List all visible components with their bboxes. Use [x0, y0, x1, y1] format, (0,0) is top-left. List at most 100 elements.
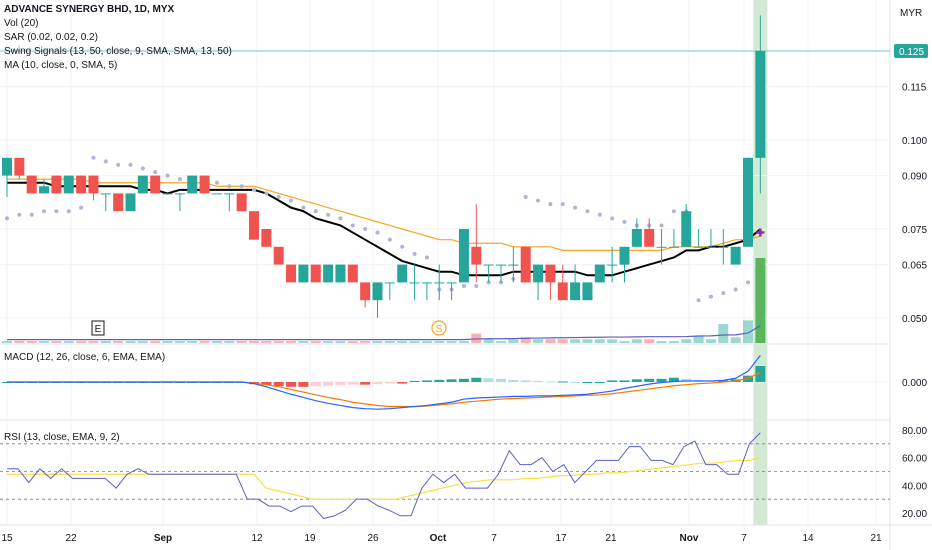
candle-body [533, 264, 544, 283]
chart-legend: ADVANCE SYNERGY BHD, 1D, MYX Vol (20) SA… [4, 3, 232, 73]
candle-body [273, 246, 284, 265]
volume-bar [434, 341, 445, 343]
sar-dot [400, 244, 405, 249]
candle-body [397, 264, 408, 283]
candle-body [755, 51, 766, 158]
volume-bar [619, 341, 630, 343]
price-tick-label: 0.050 [902, 314, 927, 325]
volume-bar [100, 341, 111, 343]
volume-bar [508, 339, 519, 343]
candle-body [14, 157, 25, 176]
candle-body [236, 193, 247, 212]
macd-histogram-bar [545, 381, 556, 383]
last-price-tag [894, 44, 928, 58]
time-tick-label: 22 [65, 533, 77, 544]
macd-legend[interactable]: MACD (12, 26, close, 6, EMA, EMA) [4, 352, 166, 363]
candle-body [496, 264, 506, 266]
sar-dot [585, 209, 590, 214]
sar-dot [573, 205, 578, 210]
sar-dot [424, 255, 429, 260]
rsi-line [7, 432, 761, 520]
volume-bar [421, 341, 432, 343]
time-tick-label: Nov [680, 533, 699, 544]
volume-bar [323, 341, 334, 343]
sar-dot [116, 162, 121, 167]
volume-bar [298, 341, 309, 343]
sar-dot [29, 212, 34, 217]
volume-bar [174, 341, 185, 343]
macd-histogram-bar [335, 382, 346, 386]
sar-dot [252, 187, 256, 192]
candle-body [211, 193, 222, 195]
macd-histogram-bar [471, 377, 482, 382]
candle-body [681, 211, 692, 247]
rsi-legend[interactable]: RSI (13, close, EMA, 9, 2) [4, 432, 120, 443]
macd-histogram-bar [631, 379, 642, 382]
swing-signal-marker [756, 228, 765, 237]
earnings-marker-label: E [95, 324, 102, 335]
volume-bar [656, 341, 667, 343]
volume-bar [483, 339, 494, 343]
price-tick-label: 0.090 [902, 172, 927, 183]
macd-histogram-bar [582, 382, 593, 383]
sar-dot [733, 287, 738, 292]
volume-bar [730, 337, 741, 343]
volume-bar [594, 339, 605, 343]
time-tick-label: Oct [430, 533, 447, 544]
macd-histogram-bar [668, 377, 679, 382]
sar-dot [461, 283, 466, 288]
sar-dot [696, 298, 701, 303]
macd-histogram-bar [607, 380, 618, 382]
sar-dot [412, 251, 417, 256]
candle-body [187, 175, 198, 194]
volume-bar [51, 341, 62, 343]
candle-body [224, 193, 235, 195]
macd-histogram-bar [310, 382, 321, 387]
candle-body [360, 282, 371, 301]
legend-volume[interactable]: Vol (20) [4, 18, 39, 29]
volume-bar [471, 333, 482, 343]
macd-histogram-bar [347, 382, 358, 385]
price-tick-label: 0.075 [902, 225, 927, 236]
time-tick-label: 12 [251, 533, 263, 544]
volume-bar [557, 339, 568, 343]
sar-dot [91, 155, 96, 160]
legend-ma[interactable]: MA (10, close, 0, SMA, 5) [4, 60, 118, 71]
candle-body [199, 175, 210, 194]
sar-dot [548, 202, 553, 207]
candle-body [483, 264, 494, 266]
candle-body [174, 193, 185, 195]
ma-50-line [7, 178, 761, 251]
candle-body [619, 246, 630, 265]
rsi-tick-label: 40.00 [902, 481, 927, 492]
sar-dot [671, 209, 676, 214]
time-tick-label: 14 [802, 533, 814, 544]
sar-dot [227, 184, 232, 189]
candle-body [705, 246, 716, 248]
sar-dot [239, 184, 244, 189]
sar-dot [597, 212, 602, 217]
moving-averages [7, 178, 762, 277]
sar-dot [560, 202, 565, 207]
macd-panel: 0.000 [0, 354, 927, 410]
macd-histogram-bar [570, 382, 581, 383]
price-tick-label: 0.065 [902, 261, 927, 272]
volume-ma-line [7, 325, 761, 341]
volume-bar [236, 341, 247, 343]
sar-dot [214, 180, 219, 185]
legend-sar[interactable]: SAR (0.02, 0.02, 0.2) [4, 32, 98, 43]
candle-body [434, 282, 445, 284]
candle-body [631, 229, 642, 247]
sar-dot [264, 191, 269, 196]
symbol-title[interactable]: ADVANCE SYNERGY BHD, 1D, MYX [4, 4, 175, 15]
candle-body [730, 246, 741, 265]
dividend-marker[interactable] [431, 320, 447, 336]
earnings-marker[interactable] [91, 320, 105, 336]
candle-body [743, 157, 753, 247]
sar-dot [42, 209, 47, 214]
candle-body [557, 282, 568, 301]
candle-body [520, 246, 531, 283]
volume-bar [2, 341, 12, 343]
volume-bar [14, 341, 25, 343]
legend-swing-signals[interactable]: Swing Signals (13, 50, close, 9, SMA, SM… [4, 46, 232, 57]
